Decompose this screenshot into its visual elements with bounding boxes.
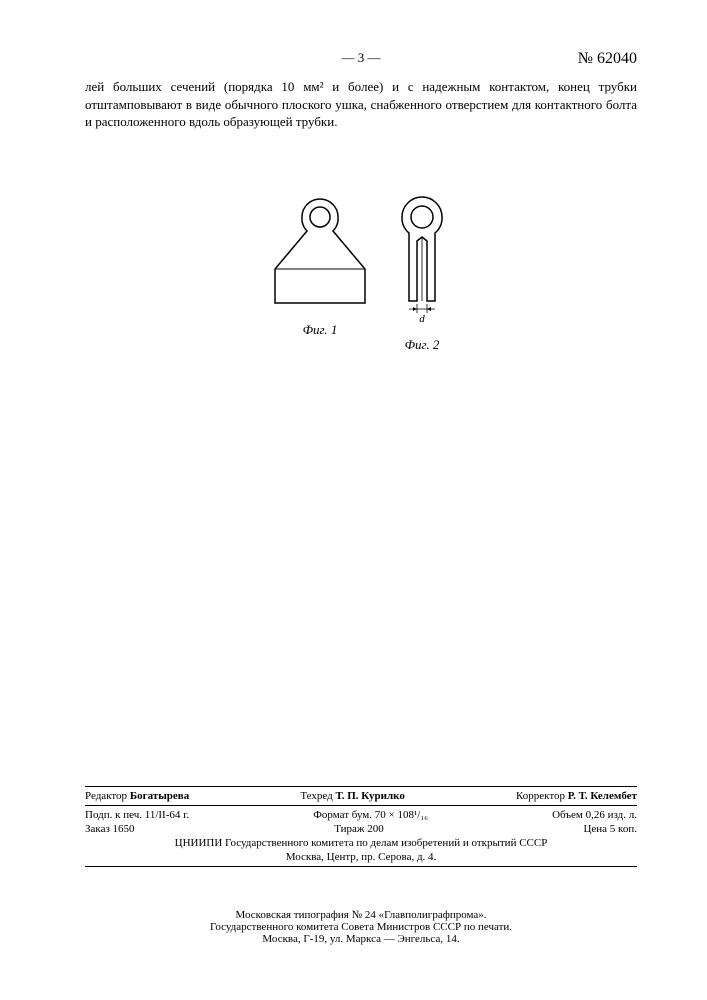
body-text: лей больших сечений (порядка 10 мм² и бо… <box>85 78 637 131</box>
printer-line-1: Московская типография № 24 «Главполиграф… <box>85 909 637 921</box>
volume: Объем 0,26 изд. л. <box>552 809 637 821</box>
tech-editor: Техред Т. П. Курилко <box>300 790 404 802</box>
printer-line-2: Государственного комитета Совета Министр… <box>85 921 637 933</box>
org-address: Москва, Центр, пр. Серова, д. 4. <box>85 851 637 863</box>
figure-2: d Фиг. 2 <box>387 191 457 353</box>
figures-block: Фиг. 1 d Фиг. 2 <box>85 191 637 353</box>
tirage: Тираж 200 <box>334 823 384 835</box>
rule-bottom <box>85 866 637 867</box>
document-number: № 62040 <box>578 50 637 68</box>
pub-row-1: Подп. к печ. 11/II-64 г. Формат бум. 70 … <box>85 809 637 821</box>
paper-format: Формат бум. 70 × 108¹/₁₆ <box>313 809 428 821</box>
pub-row-2: Заказ 1650 Тираж 200 Цена 5 коп. <box>85 823 637 835</box>
page-number: — 3 — <box>342 50 381 66</box>
printer-line-3: Москва, Г-19, ул. Маркса — Энгельса, 14. <box>85 933 637 945</box>
rule-top <box>85 786 637 787</box>
org-name: ЦНИИПИ Государственного комитета по дела… <box>85 837 637 849</box>
page-container: — 3 — № 62040 лей больших сечений (поряд… <box>0 0 707 1000</box>
printer-info: Московская типография № 24 «Главполиграф… <box>85 909 637 945</box>
figure-1: Фиг. 1 <box>265 191 375 338</box>
figure-2-label: Фиг. 2 <box>387 337 457 353</box>
rule-mid <box>85 805 637 806</box>
page-header: — 3 — <box>85 50 637 66</box>
corrector: Корректор Р. Т. Келембет <box>516 790 637 802</box>
dimension-label: d <box>419 313 425 325</box>
signed-date: Подп. к печ. 11/II-64 г. <box>85 809 189 821</box>
order-no: Заказ 1650 <box>85 823 135 835</box>
editor: Редактор Богатырева <box>85 790 189 802</box>
figure-1-label: Фиг. 1 <box>265 322 375 338</box>
credits-row: Редактор Богатырева Техред Т. П. Курилко… <box>85 790 637 802</box>
figure-2-svg: d <box>387 191 457 326</box>
price: Цена 5 коп. <box>583 823 637 835</box>
publication-info: Редактор Богатырева Техред Т. П. Курилко… <box>85 783 637 870</box>
figure-1-svg <box>265 191 375 311</box>
